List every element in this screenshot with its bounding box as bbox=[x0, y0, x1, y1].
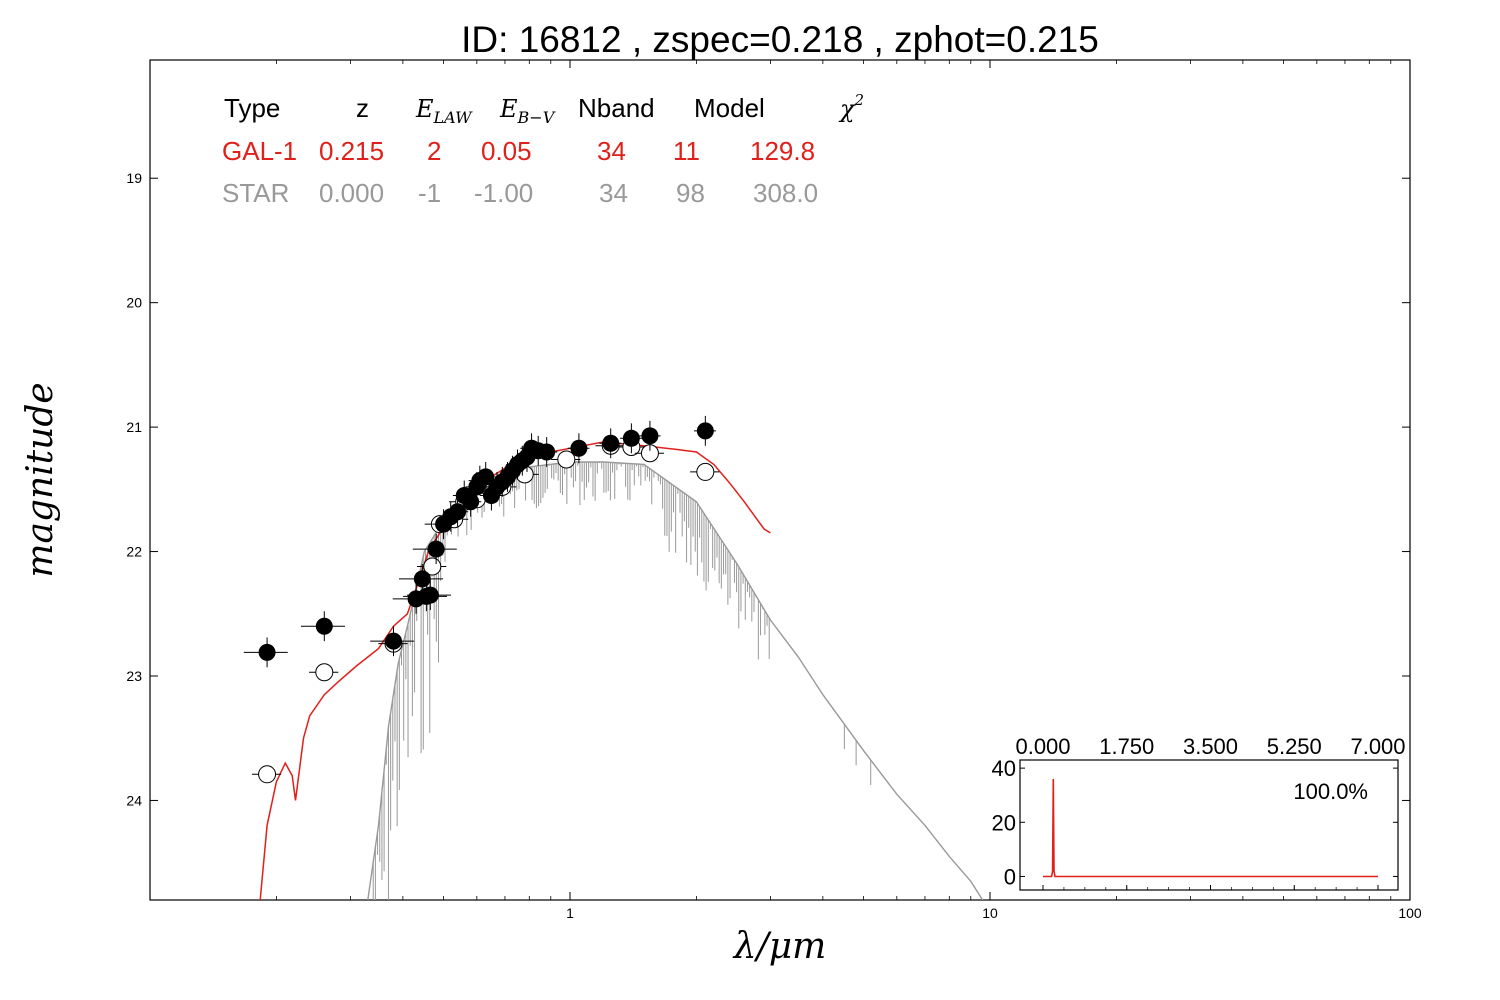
x-tick-label: 1 bbox=[566, 905, 574, 921]
inset-frame bbox=[1019, 759, 1399, 891]
chart-title: ID: 16812 , zspec=0.218 , zphot=0.215 bbox=[461, 19, 1099, 60]
observed-point bbox=[696, 422, 714, 440]
inset-series bbox=[1043, 778, 1378, 878]
inset-x-tick-label: 0.000 bbox=[1015, 734, 1070, 759]
star-z: 0.000 bbox=[319, 178, 384, 208]
star-ebv: -1.00 bbox=[474, 178, 533, 208]
gal-chi2: 129.8 bbox=[750, 136, 815, 166]
model-point bbox=[557, 450, 576, 469]
header-type: Type bbox=[224, 93, 280, 123]
y-tick-label: 19 bbox=[126, 170, 142, 186]
y-tick-label: 23 bbox=[126, 668, 142, 684]
observed-point bbox=[570, 439, 588, 457]
gal-type: GAL-1 bbox=[222, 136, 297, 166]
observed-point bbox=[315, 617, 333, 635]
observed-point bbox=[641, 427, 659, 445]
observed-point bbox=[462, 493, 480, 511]
inset-axis-ticks: 0.000 1.750 3.500 5.250 7.000 0 20 40 bbox=[992, 734, 1406, 890]
observed-point bbox=[449, 503, 467, 521]
observed-point bbox=[427, 540, 445, 558]
inset-probability-label: 100.0% bbox=[1293, 779, 1368, 804]
observed-point bbox=[622, 429, 640, 447]
observed-point bbox=[602, 434, 620, 452]
star-model: 98 bbox=[676, 178, 705, 208]
star-elaw: -1 bbox=[418, 178, 441, 208]
gal-elaw: 2 bbox=[427, 136, 441, 166]
observed-point bbox=[538, 443, 556, 461]
x-tick-label: 100 bbox=[1398, 905, 1422, 921]
y-tick-label: 20 bbox=[126, 295, 142, 311]
star-chi2: 308.0 bbox=[753, 178, 818, 208]
y-axis-label: magnitude bbox=[20, 382, 61, 577]
star-nband: 34 bbox=[599, 178, 628, 208]
observed-point bbox=[477, 468, 495, 486]
x-tick-label: 10 bbox=[982, 905, 998, 921]
y-tick-label: 24 bbox=[126, 792, 142, 808]
gal-model: 11 bbox=[673, 136, 700, 166]
inset-y-tick-label: 20 bbox=[992, 810, 1016, 835]
observed-point bbox=[413, 570, 431, 588]
inset-x-tick-label: 3.500 bbox=[1183, 734, 1238, 759]
observed-point bbox=[258, 643, 276, 661]
y-tick-label: 21 bbox=[126, 419, 142, 435]
gal-ebv: 0.05 bbox=[481, 136, 532, 166]
header-nband: Nband bbox=[578, 93, 655, 123]
gal-z: 0.215 bbox=[319, 136, 384, 166]
inset-x-tick-label: 7.000 bbox=[1350, 734, 1405, 759]
header-model: Model bbox=[694, 93, 765, 123]
model-point bbox=[315, 663, 334, 682]
observed-point bbox=[421, 586, 439, 604]
model-point bbox=[696, 462, 715, 481]
main-plot-series bbox=[243, 415, 984, 900]
inset-x-tick-label: 5.250 bbox=[1267, 734, 1322, 759]
y-tick-label: 22 bbox=[126, 544, 142, 560]
observed-point bbox=[385, 632, 403, 650]
inset-x-tick-label: 1.750 bbox=[1099, 734, 1154, 759]
redshift-pdf-inset: 0.000 1.750 3.500 5.250 7.000 0 20 40 100.0% bbox=[992, 734, 1406, 891]
inset-y-tick-label: 40 bbox=[992, 756, 1016, 781]
model-point bbox=[258, 765, 277, 784]
inset-y-tick-label: 0 bbox=[1004, 864, 1016, 889]
gal-nband: 34 bbox=[597, 136, 626, 166]
x-axis-label: λ/μm bbox=[732, 926, 826, 967]
fit-results-table: Type z ELAW EB−V Nband Model χ2 GAL-1 0.… bbox=[222, 91, 864, 208]
header-z: z bbox=[356, 93, 369, 123]
pdf-z-line bbox=[1043, 778, 1378, 878]
star-type: STAR bbox=[222, 178, 289, 208]
